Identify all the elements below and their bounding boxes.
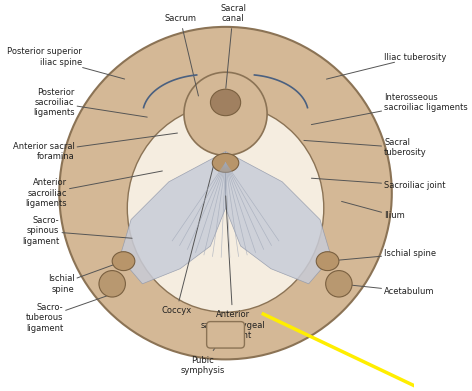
- Text: Ilium: Ilium: [342, 201, 405, 220]
- Text: Acetabulum: Acetabulum: [342, 284, 435, 296]
- Ellipse shape: [316, 252, 339, 271]
- Text: Sacral
tuberosity: Sacral tuberosity: [304, 138, 427, 158]
- Ellipse shape: [127, 104, 324, 312]
- Ellipse shape: [212, 153, 239, 172]
- Text: Sacroiliac joint: Sacroiliac joint: [312, 178, 446, 190]
- FancyBboxPatch shape: [207, 321, 244, 348]
- Text: Sacral
canal: Sacral canal: [220, 4, 246, 88]
- Text: Posterior
sacroiliac
ligaments: Posterior sacroiliac ligaments: [33, 88, 147, 117]
- Text: Pubic
symphysis: Pubic symphysis: [181, 335, 225, 375]
- Text: Ischial
spine: Ischial spine: [48, 262, 121, 294]
- Ellipse shape: [99, 271, 126, 297]
- Text: Anterior sacral
foramina: Anterior sacral foramina: [13, 133, 177, 161]
- Ellipse shape: [184, 72, 267, 155]
- Text: Anterior
sacrococcygeal
ligament: Anterior sacrococcygeal ligament: [201, 196, 265, 340]
- Ellipse shape: [211, 89, 241, 116]
- Text: Sacrum: Sacrum: [164, 14, 198, 96]
- Polygon shape: [226, 152, 331, 284]
- Polygon shape: [120, 152, 226, 284]
- Ellipse shape: [112, 252, 135, 271]
- Text: Interosseous
sacroiliac ligaments: Interosseous sacroiliac ligaments: [312, 93, 468, 125]
- Text: Ischial spine: Ischial spine: [330, 249, 437, 261]
- Text: Iliac tuberosity: Iliac tuberosity: [327, 53, 447, 79]
- Text: Coccyx: Coccyx: [161, 166, 213, 316]
- Ellipse shape: [326, 271, 352, 297]
- Text: Sacro-
tuberous
ligament: Sacro- tuberous ligament: [25, 292, 117, 333]
- Text: Anterior
sacroiliac
ligaments: Anterior sacroiliac ligaments: [25, 171, 162, 208]
- Text: Sacro-
spinous
ligament: Sacro- spinous ligament: [22, 216, 132, 246]
- Text: Posterior superior
iliac spine: Posterior superior iliac spine: [7, 47, 125, 79]
- Ellipse shape: [59, 27, 392, 359]
